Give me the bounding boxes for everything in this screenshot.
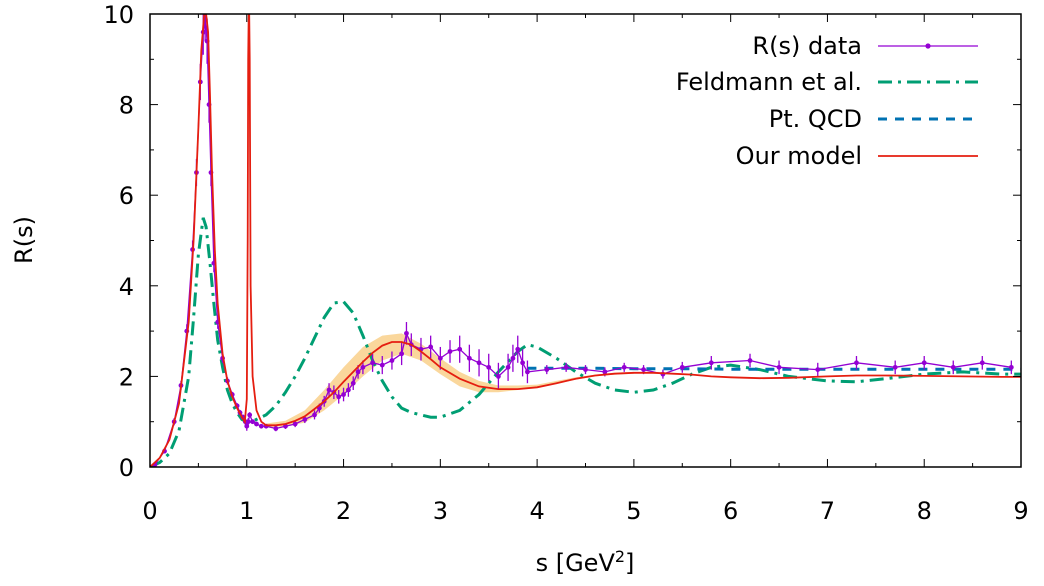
y-tick-label: 10 bbox=[103, 1, 134, 29]
x-tick-label: 8 bbox=[917, 497, 932, 525]
data-point bbox=[360, 364, 366, 370]
y-tick-label: 6 bbox=[119, 182, 134, 210]
x-tick-label: 9 bbox=[1013, 497, 1028, 525]
data-point bbox=[979, 360, 985, 366]
data-point bbox=[679, 364, 685, 370]
y-axis-title: R(s) bbox=[10, 216, 38, 264]
data-point bbox=[892, 364, 898, 370]
data-point bbox=[520, 360, 525, 366]
legend-marker bbox=[925, 43, 931, 49]
x-tick-label: 5 bbox=[626, 497, 641, 525]
data-point bbox=[254, 421, 259, 427]
data-point bbox=[815, 367, 821, 373]
legend: R(s) data Feldmann et al. Pt. QCD Our model bbox=[676, 32, 978, 170]
x-tick-label: 1 bbox=[239, 497, 254, 525]
data-point bbox=[466, 355, 472, 361]
data-point bbox=[505, 364, 511, 370]
data-point bbox=[854, 360, 859, 366]
data-point bbox=[776, 364, 782, 370]
data-point bbox=[515, 346, 521, 352]
data-point bbox=[292, 421, 298, 427]
y-tick-label: 0 bbox=[119, 454, 134, 482]
data-point bbox=[447, 349, 453, 354]
x-tick-label: 2 bbox=[336, 497, 351, 525]
data-point bbox=[510, 355, 516, 361]
legend-label-pt-qcd: Pt. QCD bbox=[769, 105, 862, 133]
data-point bbox=[486, 364, 492, 370]
data-point bbox=[621, 364, 627, 370]
x-tick-label: 7 bbox=[820, 497, 835, 525]
data-point bbox=[1008, 364, 1014, 370]
y-tick-label: 2 bbox=[119, 363, 134, 391]
data-point bbox=[404, 330, 409, 336]
data-point bbox=[708, 360, 714, 366]
uncertainty-band bbox=[266, 333, 634, 428]
data-point bbox=[345, 387, 351, 393]
data-point bbox=[341, 392, 346, 397]
data-point bbox=[457, 346, 463, 352]
data-point bbox=[544, 367, 550, 373]
data-point bbox=[336, 394, 342, 400]
data-point bbox=[247, 412, 253, 418]
data-point bbox=[370, 360, 375, 366]
series-our-model bbox=[150, 14, 1021, 467]
series-layer bbox=[150, 14, 1021, 467]
data-point bbox=[602, 369, 608, 375]
axis-ticks: 0 1 2 3 4 5 6 7 8 9 0 2 4 6 8 10 bbox=[103, 1, 1028, 525]
data-point bbox=[302, 417, 308, 422]
data-point bbox=[379, 362, 385, 368]
x-tick-label: 0 bbox=[142, 497, 157, 525]
data-point bbox=[350, 380, 356, 386]
data-point bbox=[399, 351, 405, 357]
legend-label-feldmann-et-al: Feldmann et al. bbox=[676, 68, 862, 96]
data-point bbox=[250, 419, 255, 425]
y-tick-label: 8 bbox=[119, 92, 134, 120]
data-point bbox=[950, 364, 956, 370]
data-point bbox=[312, 412, 317, 418]
data-point bbox=[245, 419, 251, 425]
data-point bbox=[355, 369, 361, 375]
uncertainty-band-layer bbox=[266, 333, 634, 428]
data-point bbox=[258, 423, 264, 429]
data-point bbox=[921, 360, 927, 366]
data-point bbox=[563, 364, 569, 370]
x-tick-label: 4 bbox=[529, 497, 544, 525]
x-tick-label: 6 bbox=[723, 497, 738, 525]
legend-label-our-model: Our model bbox=[736, 142, 862, 170]
data-point bbox=[437, 355, 443, 361]
data-point bbox=[389, 358, 395, 363]
data-point bbox=[747, 358, 753, 363]
data-point bbox=[525, 369, 530, 375]
data-point bbox=[476, 360, 482, 366]
data-point bbox=[273, 426, 279, 431]
data-point bbox=[583, 367, 588, 373]
data-point bbox=[326, 387, 332, 393]
data-point bbox=[428, 344, 434, 350]
data-point bbox=[641, 367, 646, 373]
x-tick-label: 3 bbox=[433, 497, 448, 525]
data-point bbox=[496, 374, 501, 379]
y-tick-label: 4 bbox=[119, 273, 134, 301]
legend-label-r-s-data: R(s) data bbox=[752, 32, 862, 60]
data-line bbox=[154, 18, 1012, 466]
x-axis-title: s [GeV2] bbox=[536, 547, 635, 578]
series-line bbox=[150, 14, 1021, 467]
